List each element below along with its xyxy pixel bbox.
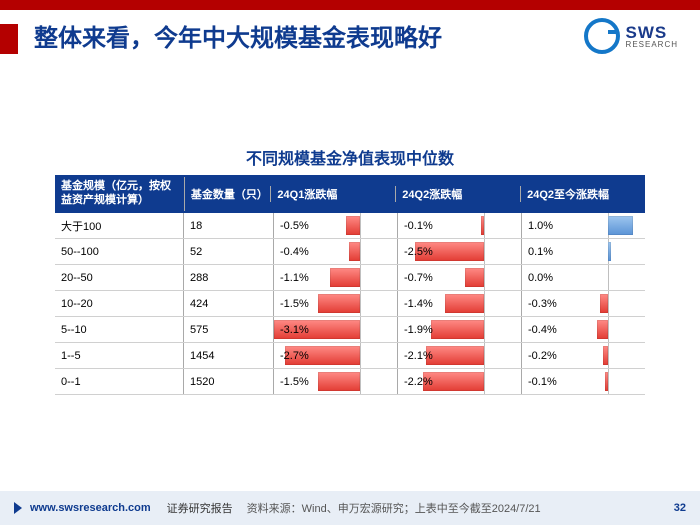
bar-label: 1.0% <box>528 220 553 232</box>
footer-url: www.swsresearch.com <box>30 502 151 514</box>
bar-cell: 1.0% <box>522 213 645 238</box>
bar-label: -0.4% <box>280 246 309 258</box>
bar-cell: -2.2% <box>398 369 521 394</box>
sws-logo: SWS RESEARCH <box>584 18 678 54</box>
table-row: 1--51454 -2.7% -2.1% -0.2% <box>55 343 645 369</box>
bar-label: -0.3% <box>528 298 557 310</box>
col-count: 基金数量（只） <box>185 186 272 202</box>
bar-label: -1.4% <box>404 298 433 310</box>
bar-label: 0.0% <box>528 272 553 284</box>
table-row: 10--20424 -1.5% -1.4% -0.3% <box>55 291 645 317</box>
bar-cell: -1.9% <box>398 317 521 342</box>
col-q1: 24Q1涨跌幅 <box>271 186 396 202</box>
bar-cell: -0.4% <box>522 317 645 342</box>
bar-label: -2.1% <box>404 350 433 362</box>
bar-label: -0.2% <box>528 350 557 362</box>
bar-label: -0.1% <box>528 376 557 388</box>
bar-label: -3.1% <box>280 324 309 336</box>
title-accent <box>0 24 18 54</box>
page-number: 32 <box>674 502 686 514</box>
cell-scale: 0--1 <box>55 369 184 394</box>
bar-cell: -1.5% <box>274 291 397 316</box>
col-scale: 基金规模（亿元，按权益资产规模计算） <box>55 177 185 211</box>
bar-cell: -0.4% <box>274 239 397 264</box>
cell-count: 424 <box>184 291 274 316</box>
cell-scale: 20--50 <box>55 265 184 290</box>
footer-label: 证券研究报告 <box>167 500 233 516</box>
bar-cell: 0.1% <box>522 239 645 264</box>
bar-cell: -0.7% <box>398 265 521 290</box>
table-header: 基金规模（亿元，按权益资产规模计算） 基金数量（只） 24Q1涨跌幅 24Q2涨… <box>55 175 645 213</box>
col-since: 24Q2至今涨跌幅 <box>521 186 645 202</box>
bar-cell: -2.1% <box>398 343 521 368</box>
table-row: 大于10018 -0.5% -0.1% 1.0% <box>55 213 645 239</box>
bar-label: -1.1% <box>280 272 309 284</box>
bar-label: -2.5% <box>404 246 433 258</box>
bar-cell: 0.0% <box>522 265 645 290</box>
table-row: 5--10575 -3.1% -1.9% -0.4% <box>55 317 645 343</box>
table-body: 大于10018 -0.5% -0.1% 1.0% 50--10052 -0.4% -2.5%… <box>55 213 645 395</box>
footer-source: 资料来源：Wind、申万宏源研究；上表中至今截至2024/7/21 <box>247 500 541 516</box>
table-row: 20--50288 -1.1% -0.7% 0.0% <box>55 265 645 291</box>
cell-count: 288 <box>184 265 274 290</box>
bar-cell: -2.7% <box>274 343 397 368</box>
cell-scale: 5--10 <box>55 317 184 342</box>
chart-title: 不同规模基金净值表现中位数 <box>0 145 700 169</box>
bar-cell: -1.1% <box>274 265 397 290</box>
page-title: 整体来看，今年中大规模基金表现略好 <box>34 18 442 53</box>
cell-count: 575 <box>184 317 274 342</box>
logo-ring-icon <box>584 18 620 54</box>
bar-cell: -0.3% <box>522 291 645 316</box>
cell-count: 1520 <box>184 369 274 394</box>
cell-count: 18 <box>184 213 274 238</box>
bar-label: -0.7% <box>404 272 433 284</box>
bar-label: -1.5% <box>280 376 309 388</box>
bar-cell: -0.2% <box>522 343 645 368</box>
bar-cell: -0.5% <box>274 213 397 238</box>
bar-label: -1.5% <box>280 298 309 310</box>
bar-label: -1.9% <box>404 324 433 336</box>
cell-scale: 大于100 <box>55 213 184 238</box>
cell-count: 1454 <box>184 343 274 368</box>
performance-table: 基金规模（亿元，按权益资产规模计算） 基金数量（只） 24Q1涨跌幅 24Q2涨… <box>55 175 645 395</box>
table-row: 50--10052 -0.4% -2.5% 0.1% <box>55 239 645 265</box>
bar-cell: -1.5% <box>274 369 397 394</box>
cell-scale: 10--20 <box>55 291 184 316</box>
footer-bar: www.swsresearch.com 证券研究报告 资料来源：Wind、申万宏… <box>0 491 700 525</box>
table-row: 0--11520 -1.5% -2.2% -0.1% <box>55 369 645 395</box>
cell-count: 52 <box>184 239 274 264</box>
cell-scale: 50--100 <box>55 239 184 264</box>
bar-label: -0.1% <box>404 220 433 232</box>
bar-label: 0.1% <box>528 246 553 258</box>
bar-cell: -0.1% <box>398 213 521 238</box>
bar-cell: -3.1% <box>274 317 397 342</box>
bar-label: -2.7% <box>280 350 309 362</box>
bar-cell: -2.5% <box>398 239 521 264</box>
bar-label: -2.2% <box>404 376 433 388</box>
bar-cell: -0.1% <box>522 369 645 394</box>
bar-label: -0.4% <box>528 324 557 336</box>
cell-scale: 1--5 <box>55 343 184 368</box>
logo-text-main: SWS <box>626 24 678 41</box>
footer-triangle-icon <box>14 502 22 514</box>
col-q2: 24Q2涨跌幅 <box>396 186 521 202</box>
bar-label: -0.5% <box>280 220 309 232</box>
logo-text-sub: RESEARCH <box>626 41 678 49</box>
bar-cell: -1.4% <box>398 291 521 316</box>
